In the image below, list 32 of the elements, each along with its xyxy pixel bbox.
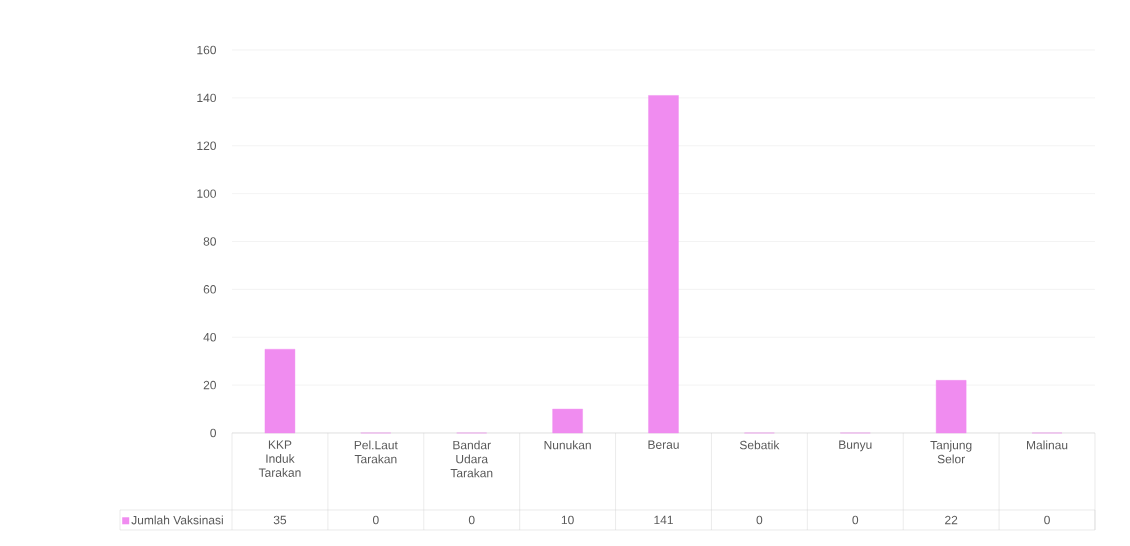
y-tick-label: 140 bbox=[197, 93, 217, 103]
y-tick-label: 60 bbox=[203, 285, 217, 294]
x-tick-label: Bandar Udara Tarakan bbox=[450, 440, 493, 478]
bar bbox=[935, 380, 967, 434]
data-label: 141 bbox=[654, 515, 673, 525]
y-tick-label: 0 bbox=[210, 428, 217, 438]
data-label: 22 bbox=[945, 515, 958, 525]
y-tick-label: 20 bbox=[203, 380, 217, 390]
data-label: 0 bbox=[852, 515, 859, 525]
data-label: 35 bbox=[273, 515, 287, 525]
bar bbox=[264, 349, 296, 434]
x-tick-label: Bunyu bbox=[839, 440, 872, 452]
y-tick-label: 100 bbox=[197, 189, 217, 198]
x-tick-label: Nunukan bbox=[544, 440, 591, 450]
data-label: 0 bbox=[756, 515, 763, 525]
data-label: 0 bbox=[372, 515, 379, 525]
y-tick-label: 120 bbox=[197, 141, 217, 150]
x-tick-label: Berau bbox=[648, 440, 679, 449]
bar bbox=[552, 408, 583, 434]
x-tick-label: KKP Induk Tarakan bbox=[258, 440, 301, 477]
x-tick-label: Pel.Laut Tarakan bbox=[354, 440, 398, 464]
data-label: 10 bbox=[561, 515, 574, 525]
y-tick-label: 80 bbox=[203, 237, 217, 246]
data-label: 0 bbox=[468, 515, 475, 525]
legend-label: Jumlah Vaksinasi bbox=[131, 515, 223, 525]
bar bbox=[648, 95, 679, 434]
y-tick-label: 40 bbox=[203, 333, 217, 342]
x-tick-label: Sebatik bbox=[739, 440, 780, 450]
x-tick-label: Malinau bbox=[1027, 440, 1068, 450]
y-tick-label: 160 bbox=[197, 45, 217, 55]
x-tick-label: Tanjung Selor bbox=[930, 440, 972, 464]
data-label: 0 bbox=[1044, 515, 1050, 525]
